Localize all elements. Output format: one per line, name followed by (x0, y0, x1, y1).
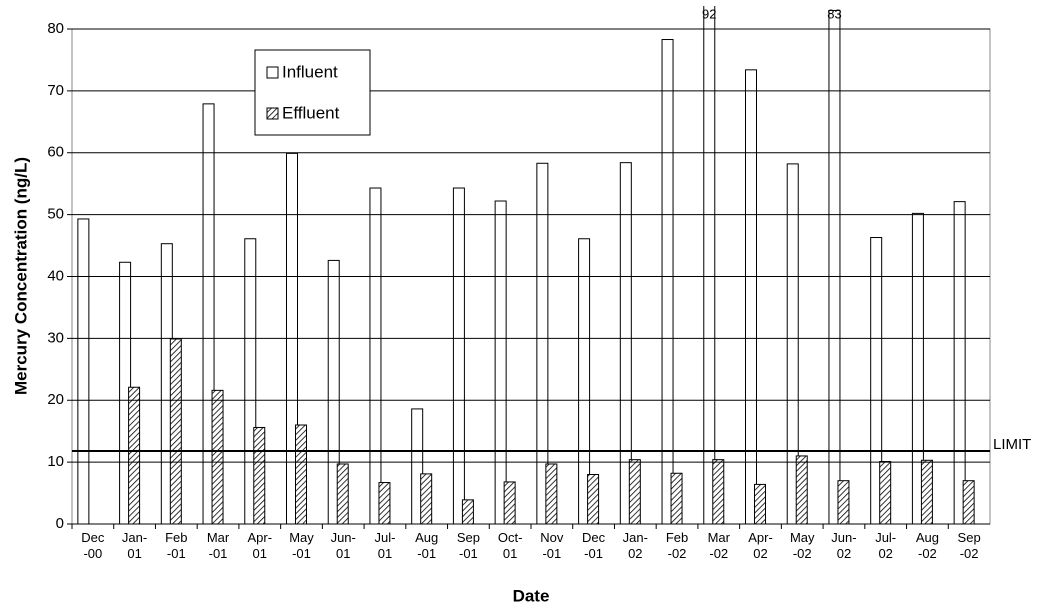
bar (745, 69, 757, 525)
bar (253, 426, 266, 525)
bar (712, 459, 725, 525)
bar (378, 482, 391, 525)
bar (128, 386, 141, 525)
x-tick-label: Jun-02 (831, 530, 857, 561)
bar (670, 472, 683, 525)
bar (628, 459, 641, 525)
bar (795, 455, 808, 525)
bar (452, 187, 465, 525)
x-tick-label: Dec-00 (81, 530, 105, 561)
legend-swatch (266, 66, 279, 79)
x-tick-label: Sep-01 (456, 530, 480, 561)
x-tick-label: Jul-02 (875, 530, 897, 561)
bars (77, 6, 975, 525)
bar (369, 187, 382, 525)
bar (920, 459, 933, 525)
bar (169, 338, 182, 525)
bar (336, 463, 349, 525)
bar (953, 201, 966, 525)
bar (828, 9, 841, 525)
bar (879, 461, 892, 525)
y-tick-label: 20 (47, 391, 64, 408)
legend-label: Influent (282, 62, 338, 81)
x-tick-label: Nov-01 (540, 530, 564, 561)
x-tick-label: Mar-02 (707, 530, 730, 561)
y-tick-label: 70 (47, 82, 64, 99)
bar (461, 499, 474, 525)
y-tick-label: 30 (47, 329, 64, 346)
bar (703, 6, 716, 525)
data-label: 92 (702, 6, 716, 21)
legend-label: Effluent (282, 103, 340, 122)
x-tick-label: May-01 (289, 530, 314, 561)
y-tick-label: 80 (47, 20, 64, 37)
y-tick-label: 50 (47, 206, 64, 223)
x-axis-title: Date (513, 586, 550, 605)
limit-label: LIMIT (993, 436, 1031, 453)
x-tick-label: Oct-01 (497, 530, 523, 561)
x-tick-label: Apr-02 (748, 530, 773, 561)
bar (211, 389, 224, 525)
y-tick-label: 10 (47, 453, 64, 470)
bar (77, 218, 90, 525)
legend-box (254, 49, 371, 136)
y-tick-label: 60 (47, 144, 64, 161)
bar (295, 424, 307, 525)
x-tick-label: Aug-02 (915, 530, 939, 561)
bar (545, 463, 558, 525)
bar (420, 473, 433, 525)
y-tick-label: 40 (47, 267, 64, 284)
x-tick-label: Feb-02 (665, 530, 689, 561)
x-tick-label: May-02 (789, 530, 815, 561)
bar (962, 480, 975, 525)
x-tick-label: Jun-01 (330, 530, 356, 561)
y-axis-title: Mercury Concentration (ng/L) (11, 157, 30, 395)
x-tick-label: Jan-02 (622, 530, 648, 561)
bar (503, 481, 516, 525)
bar (494, 200, 507, 525)
y-tick-label: 0 (56, 515, 64, 532)
x-tick-label: Dec-01 (582, 530, 606, 561)
bar (754, 483, 766, 525)
x-tick-label: Sep-02 (957, 530, 981, 561)
legend-swatch (266, 107, 279, 120)
data-label: 83 (827, 6, 841, 21)
bar (587, 474, 600, 525)
x-tick-label: Jan-01 (121, 530, 148, 561)
x-tick-label: Mar-01 (206, 530, 230, 561)
x-tick-label: Aug-01 (415, 530, 439, 561)
x-tick-label: Apr-01 (247, 530, 273, 561)
x-tick-label: Jul-01 (374, 530, 396, 561)
bar (837, 480, 850, 525)
x-tick-label: Feb-01 (165, 530, 188, 561)
